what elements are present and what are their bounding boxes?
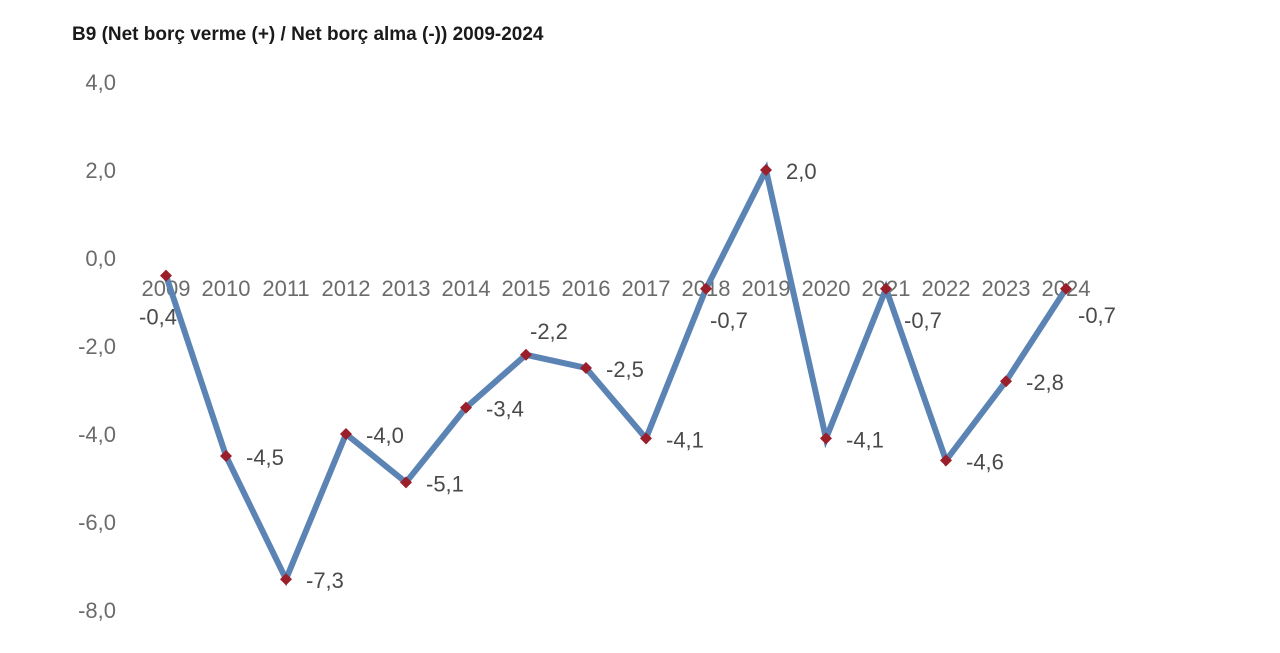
data-point-marker <box>520 348 532 361</box>
data-labels-group: -0,4 -4,5 -7,3 -4,0 -5,1 -3,4 -2,2 -2,5 -4,1 -0,7… <box>139 159 1116 593</box>
y-tick-label: -2,0 <box>78 334 116 359</box>
data-point-marker <box>340 428 352 440</box>
data-label: -2,2 <box>530 319 568 344</box>
data-point-marker <box>820 432 832 445</box>
y-tick-label: 0,0 <box>85 246 116 271</box>
series-line-group <box>163 161 1069 587</box>
x-tick-label: 2019 <box>742 276 791 301</box>
data-point-marker <box>580 362 592 374</box>
data-label: -5,1 <box>426 471 464 496</box>
y-tick-label: -8,0 <box>78 598 116 623</box>
x-tick-label: 2010 <box>202 276 251 301</box>
data-label: -0,7 <box>1078 303 1116 328</box>
data-label: -4,6 <box>966 449 1004 474</box>
x-tick-label: 2015 <box>502 276 551 301</box>
y-tick-label: -6,0 <box>78 510 116 535</box>
data-point-marker <box>640 432 652 445</box>
data-label: -3,4 <box>486 397 524 422</box>
x-tick-label: 2022 <box>922 276 971 301</box>
data-point-marker <box>700 282 712 295</box>
data-point-marker <box>460 401 472 414</box>
x-tick-label: 2013 <box>382 276 431 301</box>
data-point-marker <box>280 573 292 586</box>
data-point-marker <box>1060 282 1072 295</box>
data-label: -0,7 <box>710 308 748 333</box>
x-axis-ticks: 2009201020112012201320142015201620172018… <box>142 276 1091 301</box>
data-label: -7,3 <box>306 568 344 593</box>
x-tick-label: 2011 <box>262 276 309 301</box>
x-tick-label: 2012 <box>322 276 371 301</box>
data-point-marker <box>1000 375 1012 388</box>
data-label: -0,7 <box>904 308 942 333</box>
data-point-marker <box>880 282 892 295</box>
data-label: -4,1 <box>846 427 884 452</box>
chart-title: B9 (Net borç verme (+) / Net borç alma (… <box>72 24 544 45</box>
data-label: -0,4 <box>139 305 177 330</box>
data-label: 2,0 <box>786 159 817 184</box>
data-point-marker <box>940 454 952 467</box>
data-point-marker <box>400 476 412 489</box>
x-tick-label: 2016 <box>562 276 611 301</box>
data-label: -4,0 <box>366 423 404 448</box>
y-tick-label: 4,0 <box>85 70 116 95</box>
markers-group <box>160 164 1072 586</box>
x-tick-label: 2023 <box>982 276 1031 301</box>
data-point-marker <box>160 269 172 282</box>
y-tick-label: 2,0 <box>85 158 116 183</box>
data-point-marker <box>760 164 772 176</box>
y-tick-label: -4,0 <box>78 422 116 447</box>
data-label: -2,8 <box>1026 370 1064 395</box>
x-tick-label: 2014 <box>442 276 491 301</box>
data-label: -2,5 <box>606 357 644 382</box>
data-point-marker <box>220 450 232 462</box>
series-line <box>163 161 1069 587</box>
x-tick-label: 2020 <box>802 276 851 301</box>
data-label: -4,5 <box>246 445 284 470</box>
y-axis-ticks: 4,0 2,0 0,0 -2,0 -4,0 -6,0 -8,0 <box>78 70 116 623</box>
data-label: -4,1 <box>666 427 704 452</box>
x-tick-label: 2017 <box>622 276 671 301</box>
